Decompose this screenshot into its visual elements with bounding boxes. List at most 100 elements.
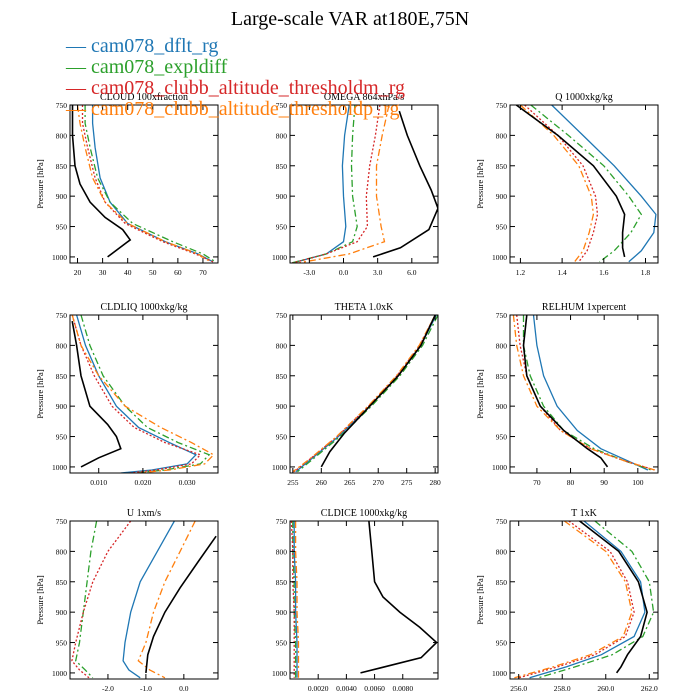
panel-1-ytick-label-0: 750 xyxy=(276,101,288,110)
legend: — cam078_dflt_rg — cam078_expldiff — cam… xyxy=(66,36,405,120)
panel-3-xtick-label-2: 0.030 xyxy=(179,478,196,487)
panel-3-series-reference xyxy=(71,320,122,468)
panel-6-series-cam078_dflt_rg xyxy=(122,521,175,679)
panel-4-frame xyxy=(289,314,439,474)
panel-5-xtick-label-2: 90 xyxy=(600,478,608,487)
panel-3-title: CLDLIQ 1000xkg/kg xyxy=(101,302,188,313)
panel-7-xtick-label-2: 0.0060 xyxy=(364,684,385,693)
panel-7-ytick-label-3: 900 xyxy=(276,608,288,617)
panel-2-xtick-label-0: 1.2 xyxy=(516,268,526,277)
figure-title: Large-scale VAR at180E,75N xyxy=(230,8,470,30)
legend-item-thresholdp: — cam078_clubb_altitude_thresholdp_rg xyxy=(66,99,405,120)
legend-label-thresholdp: cam078_clubb_altitude_thresholdp_rg xyxy=(91,98,400,120)
panel-7-frame xyxy=(289,520,439,680)
panel-6-xtick-label-2: 0.0 xyxy=(179,684,189,693)
panel-3-xtick-label-0: 0.010 xyxy=(90,478,107,487)
panel-2-xtick-label-3: 1.8 xyxy=(641,268,651,277)
panel-4-series-cam078_dflt_rg xyxy=(295,315,437,473)
panel-3-frame xyxy=(69,314,219,474)
panel-7-xtick-label-0: 0.0020 xyxy=(308,684,329,693)
panel-0-xtick-label-5: 70 xyxy=(199,268,207,277)
panel-6-series-cam078_expldiff xyxy=(74,521,98,679)
panel-3-ytick-label-3: 900 xyxy=(56,402,68,411)
panel-6-xtick-label-1: -1.0 xyxy=(140,684,152,693)
panel-0-frame xyxy=(69,104,219,264)
panel-1-series-cam078_clubb_altitude_thresholdm_rg xyxy=(292,105,381,263)
panel-0-title: CLOUD 100xfraction xyxy=(100,92,188,103)
panel-1-ytick-label-4: 950 xyxy=(276,223,288,232)
panel-5-ytick-label-5: 1000 xyxy=(492,463,507,472)
panel-7-ytick-label-4: 950 xyxy=(276,639,288,648)
panel-8-frame xyxy=(509,520,659,680)
panel-2-ytick-label-5: 1000 xyxy=(492,253,507,262)
panel-4-ytick-label-1: 800 xyxy=(276,341,288,350)
panel-0-xtick-label-0: 20 xyxy=(74,268,82,277)
panel-1-xtick-label-1: 0.0 xyxy=(339,268,349,277)
panel-3-series-cam078_clubb_altitude_thresholdm_rg xyxy=(71,315,202,473)
panel-8-series-reference xyxy=(579,521,648,674)
panel-2-frame xyxy=(509,104,659,264)
panel-6-series-cam078_clubb_altitude_thresholdp_rg xyxy=(137,521,196,679)
panel-3-series-cam078_expldiff xyxy=(80,315,211,473)
legend-swatch-expldiff: — xyxy=(66,56,91,78)
panel-5-ytick-label-3: 900 xyxy=(496,402,508,411)
panel-3-series-cam078_dflt_rg xyxy=(75,315,198,473)
panel-1-ytick-label-2: 850 xyxy=(276,162,288,171)
panel-0-xtick-label-3: 50 xyxy=(149,268,157,277)
panel-2-ylabel: Pressure [hPa] xyxy=(475,159,485,209)
panel-2-title: Q 1000xkg/kg xyxy=(555,92,613,103)
panel-8-title: T 1xK xyxy=(571,508,597,519)
panel-1-series-cam078_clubb_altitude_thresholdp_rg xyxy=(297,105,390,263)
panel-0-ytick-label-3: 900 xyxy=(56,192,68,201)
panel-0-series-cam078_clubb_altitude_thresholdp_rg xyxy=(76,105,211,263)
legend-swatch-thresholdm: — xyxy=(66,77,91,99)
panel-7-ytick-label-0: 750 xyxy=(276,517,288,526)
panel-6-series-reference xyxy=(145,535,217,673)
panel-8-series-cam078_clubb_altitude_thresholdm_rg xyxy=(518,521,635,679)
panel-0-xtick-label-4: 60 xyxy=(174,268,182,277)
panel-3-ytick-label-4: 950 xyxy=(56,433,68,442)
panel-6-ytick-label-1: 800 xyxy=(56,547,68,556)
panel-5-xtick-label-1: 80 xyxy=(567,478,575,487)
panel-7-ytick-label-5: 1000 xyxy=(272,669,287,678)
panel-5-ytick-label-4: 950 xyxy=(496,433,508,442)
panel-7-series-cam078_clubb_altitude_thresholdp_rg xyxy=(294,521,300,678)
panel-4-series-reference xyxy=(320,315,436,468)
panel-6-ytick-label-5: 1000 xyxy=(52,669,67,678)
panel-4-series-cam078_clubb_altitude_thresholdm_rg xyxy=(293,315,436,473)
panel-2-ytick-label-0: 750 xyxy=(496,101,508,110)
panel-3-series-cam078_clubb_altitude_thresholdp_rg xyxy=(71,315,215,473)
panel-8-series-cam078_expldiff xyxy=(538,521,655,679)
panel-0-ytick-label-2: 850 xyxy=(56,162,68,171)
panel-6-ytick-label-2: 850 xyxy=(56,578,68,587)
panel-6-ytick-label-4: 950 xyxy=(56,639,68,648)
panel-7-series-cam078_clubb_altitude_thresholdm_rg xyxy=(290,521,295,678)
panel-0-ytick-label-5: 1000 xyxy=(52,253,67,262)
panel-0-ytick-label-1: 800 xyxy=(56,131,68,140)
panel-4-ytick-label-3: 900 xyxy=(276,402,288,411)
panel-1-ytick-label-5: 1000 xyxy=(272,253,287,262)
panel-3-ytick-label-5: 1000 xyxy=(52,463,67,472)
panel-8-xtick-label-3: 262.0 xyxy=(641,684,658,693)
panel-4-xtick-label-0: 255 xyxy=(287,478,299,487)
panel-5-xtick-label-0: 70 xyxy=(533,478,541,487)
legend-label-thresholdm: cam078_clubb_altitude_thresholdm_rg xyxy=(91,77,406,99)
panel-4-xtick-label-2: 265 xyxy=(344,478,356,487)
panel-2-xtick-label-1: 1.4 xyxy=(557,268,567,277)
panel-2-series-cam078_expldiff xyxy=(530,105,643,263)
panel-8-ytick-label-0: 750 xyxy=(496,517,508,526)
panel-8-ytick-label-5: 1000 xyxy=(492,669,507,678)
panel-7-ytick-label-2: 850 xyxy=(276,578,288,587)
legend-item-expldiff: — cam078_expldiff xyxy=(66,57,405,78)
panel-4-ytick-label-5: 1000 xyxy=(272,463,287,472)
panel-2-series-reference xyxy=(515,105,626,258)
panel-8-ylabel: Pressure [hPa] xyxy=(475,575,485,625)
panel-6-ytick-label-3: 900 xyxy=(56,608,68,617)
panel-3-ylabel: Pressure [hPa] xyxy=(35,369,45,419)
panel-2-series-cam078_dflt_rg xyxy=(551,105,657,263)
panel-0-xtick-label-1: 30 xyxy=(99,268,107,277)
panel-3-xtick-label-1: 0.020 xyxy=(134,478,151,487)
legend-label-expldiff: cam078_expldiff xyxy=(91,56,228,78)
panel-1-ytick-label-1: 800 xyxy=(276,131,288,140)
